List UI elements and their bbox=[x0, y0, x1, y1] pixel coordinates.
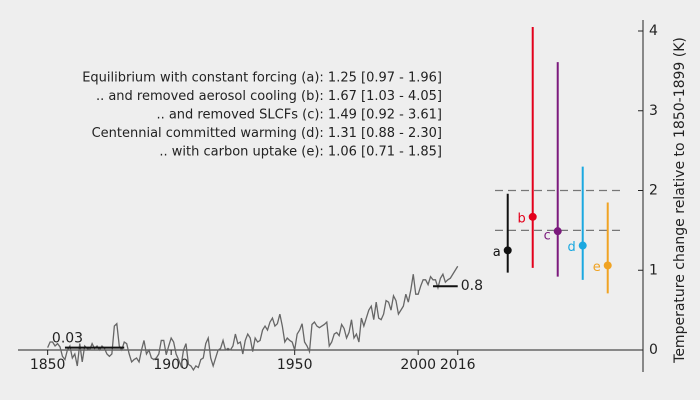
annotation: Equilibrium with constant forcing (a): 1… bbox=[82, 71, 442, 86]
estimate-letter: d bbox=[567, 240, 575, 255]
annotation: Centennial committed warming (d): 1.31 [… bbox=[92, 126, 442, 141]
estimate-point bbox=[528, 212, 537, 221]
estimate-point bbox=[578, 241, 587, 250]
reference-label: 0.03 bbox=[52, 331, 83, 347]
y-tick-label: 2 bbox=[649, 183, 658, 199]
annotation: .. and removed SLCFs (c): 1.49 [0.92 - 3… bbox=[156, 108, 442, 123]
estimate-point bbox=[553, 227, 562, 236]
estimate-point bbox=[503, 246, 512, 255]
y-tick-label: 1 bbox=[649, 262, 658, 278]
estimate-letter: a bbox=[493, 245, 501, 260]
y-tick-label: 3 bbox=[649, 103, 658, 119]
x-tick-label: 2000 bbox=[400, 357, 436, 373]
estimate-point bbox=[603, 261, 612, 270]
x-tick-label: 1850 bbox=[30, 357, 66, 373]
reference-label: 0.8 bbox=[461, 278, 483, 294]
x-tick-label: 1900 bbox=[153, 357, 189, 373]
x-tick-label: 2016 bbox=[440, 357, 476, 373]
estimate-letter: c bbox=[544, 229, 551, 244]
y-axis-label: Temperature change relative to 1850-1899… bbox=[672, 37, 688, 364]
y-tick-label: 0 bbox=[649, 342, 658, 358]
estimate-letter: b bbox=[517, 211, 525, 226]
annotation: .. with carbon uptake (e): 1.06 [0.71 - … bbox=[159, 145, 442, 160]
estimate-letter: e bbox=[593, 260, 601, 275]
annotation: .. and removed aerosol cooling (b): 1.67… bbox=[96, 89, 442, 104]
x-tick-label: 1950 bbox=[277, 357, 313, 373]
y-tick-label: 4 bbox=[649, 23, 658, 39]
temperature-line bbox=[47, 265, 459, 372]
